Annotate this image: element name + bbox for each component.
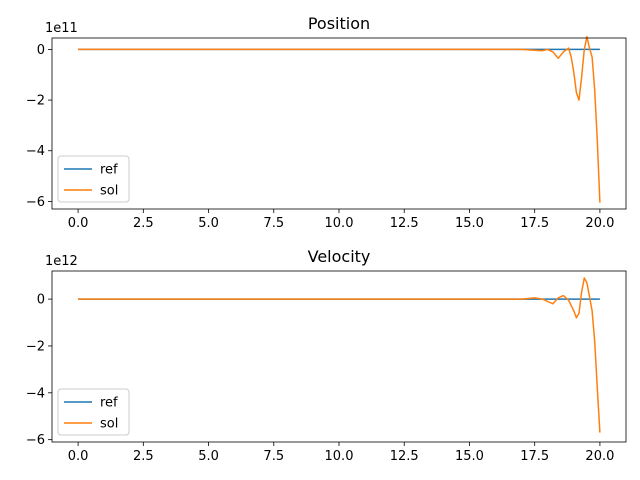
chart-title: Velocity [308, 247, 371, 266]
x-tick-label: 17.5 [520, 216, 549, 231]
x-tick-label: 17.5 [520, 449, 549, 464]
x-tick-label: 0.0 [68, 216, 89, 231]
legend-box [57, 155, 130, 203]
y-tick-label: −4 [26, 144, 45, 159]
chart-0: 0.0 2.5 5.0 7.5 10.0 12.5 15.0 17.5 20.0 0 −2 −4 −6 P… [26, 14, 627, 231]
x-tick-label: 2.5 [133, 216, 154, 231]
x-tick-label: 12.5 [390, 449, 419, 464]
x-tick-label: 12.5 [390, 216, 419, 231]
x-tick-label: 5.0 [198, 216, 219, 231]
x-tick-label: 5.0 [198, 449, 219, 464]
chart-1: 0.0 2.5 5.0 7.5 10.0 12.5 15.0 17.5 20.0 0 −2 −4 −6 V… [26, 247, 627, 464]
y-tick-label: −4 [26, 386, 45, 401]
legend: ref sol [57, 388, 130, 436]
chart-title: Position [308, 14, 370, 33]
y-tick-label: −6 [26, 433, 45, 448]
y-tick-label: 0 [37, 293, 45, 308]
legend-label: sol [100, 417, 118, 432]
x-tick-label: 2.5 [133, 449, 154, 464]
x-tick-label: 10.0 [325, 449, 354, 464]
y-tick-label: 0 [37, 43, 45, 58]
y-offset-label: 1e11 [45, 21, 78, 36]
y-tick-label: −2 [26, 339, 45, 354]
x-tick-label: 7.5 [263, 216, 284, 231]
series-line-sol [78, 35, 601, 203]
x-tick-label: 10.0 [325, 216, 354, 231]
legend-label: sol [100, 184, 118, 199]
x-tick-label: 20.0 [585, 449, 614, 464]
y-tick-label: −2 [26, 94, 45, 109]
x-tick-label: 0.0 [68, 449, 89, 464]
legend-label: ref [100, 163, 118, 178]
y-tick-label: −6 [26, 195, 45, 210]
x-tick-label: 15.0 [455, 449, 484, 464]
x-tick-label: 15.0 [455, 216, 484, 231]
charts-group: 0.0 2.5 5.0 7.5 10.0 12.5 15.0 17.5 20.0 0 −2 −4 −6 P… [26, 14, 627, 464]
legend: ref sol [57, 155, 130, 203]
series-line-sol [78, 277, 601, 433]
legend-box [57, 388, 130, 436]
x-tick-label: 7.5 [263, 449, 284, 464]
x-tick-label: 20.0 [585, 216, 614, 231]
y-offset-label: 1e12 [45, 254, 78, 269]
legend-label: ref [100, 396, 118, 411]
